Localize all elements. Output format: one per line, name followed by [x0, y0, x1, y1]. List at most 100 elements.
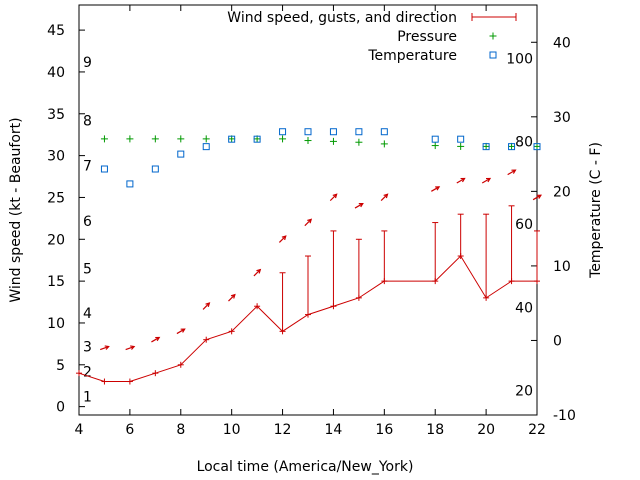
wind-direction-arrowhead [485, 177, 492, 183]
wind-direction-arrowhead [130, 345, 136, 350]
beaufort-label: 3 [83, 339, 92, 355]
temperature-point [151, 165, 159, 173]
beaufort-label: 2 [83, 364, 92, 380]
fahrenheit-label: 20 [515, 383, 533, 399]
y2-tick-label: 10 [553, 259, 571, 275]
wind-direction-arrow [481, 177, 491, 184]
temperature-point [304, 128, 312, 136]
y-tick-label: 35 [47, 107, 65, 123]
wind-direction-arrowhead [205, 302, 211, 308]
wind-speed-line [78, 255, 537, 383]
temperature-point [355, 128, 363, 136]
pressure-series [100, 135, 541, 150]
x-tick-label: 16 [375, 422, 393, 438]
wind-direction-arrowhead [307, 218, 313, 224]
temperature-point [177, 150, 185, 158]
wind-direction-arrow [176, 328, 185, 335]
x-tick-label: 8 [176, 422, 185, 438]
x-tick-label: 14 [325, 422, 343, 438]
x-tick-label: 18 [426, 422, 444, 438]
temperature-point [329, 128, 337, 136]
y-axis-label: Wind speed (kt - Beaufort) [8, 117, 24, 302]
temperature-point [431, 135, 439, 143]
temperature-point [253, 135, 261, 143]
wind-direction-arrow [278, 235, 287, 243]
x-tick-label: 10 [223, 422, 241, 438]
y2-tick-label: 0 [553, 333, 562, 349]
legend: Wind speed, gusts, and direction Pressur… [227, 10, 517, 64]
legend-label-wind: Wind speed, gusts, and direction [227, 10, 457, 26]
wind-direction-arrowhead [511, 169, 517, 174]
wind-direction-arrow [304, 218, 312, 227]
y-axis: 0 5 10 15 20 25 30 35 40 45 [47, 23, 85, 416]
fahrenheit-label: 40 [515, 301, 533, 317]
wind-direction-arrow [354, 203, 364, 209]
wind-direction-arrow [125, 345, 135, 351]
wind-direction-arrow [431, 186, 440, 192]
beaufort-label: 5 [83, 262, 92, 278]
temperature-point [508, 143, 516, 151]
x-tick-label: 20 [477, 422, 495, 438]
y2-tick-label: 20 [553, 184, 571, 200]
y-tick-label: 25 [47, 190, 65, 206]
plot-frame [78, 4, 538, 416]
wind-direction-arrow [380, 193, 388, 202]
beaufort-label: 7 [83, 159, 92, 175]
fahrenheit-label: 80 [515, 134, 533, 150]
wind-direction-arrow [151, 336, 160, 343]
beaufort-label: 9 [83, 55, 92, 71]
wind-direction-arrow [100, 345, 109, 351]
wind-direction-arrowhead [332, 193, 338, 199]
x-tick-label: 22 [528, 422, 546, 438]
temperature-point [126, 180, 134, 188]
legend-marker-temperature [489, 51, 497, 59]
wind-direction-arrow [329, 193, 338, 202]
y-tick-label: 30 [47, 149, 65, 165]
beaufort-labels: 1 2 3 4 5 6 7 8 9 [83, 55, 92, 406]
y2-axis: -10 0 10 20 30 40 [531, 35, 576, 424]
wind-direction-arrowhead [230, 293, 236, 299]
y2-tick-label: 30 [553, 110, 571, 126]
fahrenheit-label: 60 [515, 217, 533, 233]
wind-direction-arrowhead [256, 268, 262, 274]
y-tick-label: 15 [47, 274, 65, 290]
y-tick-label: 20 [47, 232, 65, 248]
temperature-point [228, 135, 236, 143]
fahrenheit-labels: 20 40 60 80 100 [506, 52, 533, 400]
y-tick-label: 5 [56, 358, 65, 374]
wind-direction-arrowhead [155, 336, 161, 342]
temperature-point [100, 165, 108, 173]
beaufort-label: 8 [83, 113, 92, 129]
beaufort-label: 4 [83, 306, 92, 322]
wind-direction-arrow [507, 169, 516, 176]
wind-direction-arrow [253, 269, 261, 277]
beaufort-label: 1 [83, 390, 92, 406]
wind-direction-arrowhead [358, 202, 364, 208]
temperature-point [380, 128, 388, 136]
wind-direction-arrow [202, 302, 210, 310]
x-tick-label: 6 [125, 422, 134, 438]
y-tick-label: 0 [56, 400, 65, 416]
temperature-point [482, 143, 490, 151]
y-tick-label: 10 [47, 316, 65, 332]
wind-direction-arrow [456, 177, 465, 184]
legend-marker-pressure [489, 32, 497, 40]
x-tick-label: 4 [75, 422, 84, 438]
wind-direction-arrow [532, 194, 542, 201]
wind-direction-arrowhead [180, 328, 186, 333]
x-axis: 4 6 8 10 12 14 16 18 20 22 [75, 5, 546, 438]
x-axis-label: Local time (America/New_York) [197, 459, 414, 475]
fahrenheit-label: 100 [506, 52, 533, 68]
y2-axis-label: Temperature (C - F) [588, 142, 604, 279]
wind-direction-arrowhead [460, 177, 466, 183]
legend-label-pressure: Pressure [397, 29, 457, 45]
x-tick-label: 12 [274, 422, 292, 438]
wind-direction-arrowhead [281, 235, 287, 241]
temperature-point [533, 143, 541, 151]
wind-series [76, 169, 542, 385]
y-tick-label: 40 [47, 65, 65, 81]
temperature-point [457, 135, 465, 143]
wind-direction-arrowhead [383, 193, 389, 199]
temperature-series [100, 128, 541, 188]
